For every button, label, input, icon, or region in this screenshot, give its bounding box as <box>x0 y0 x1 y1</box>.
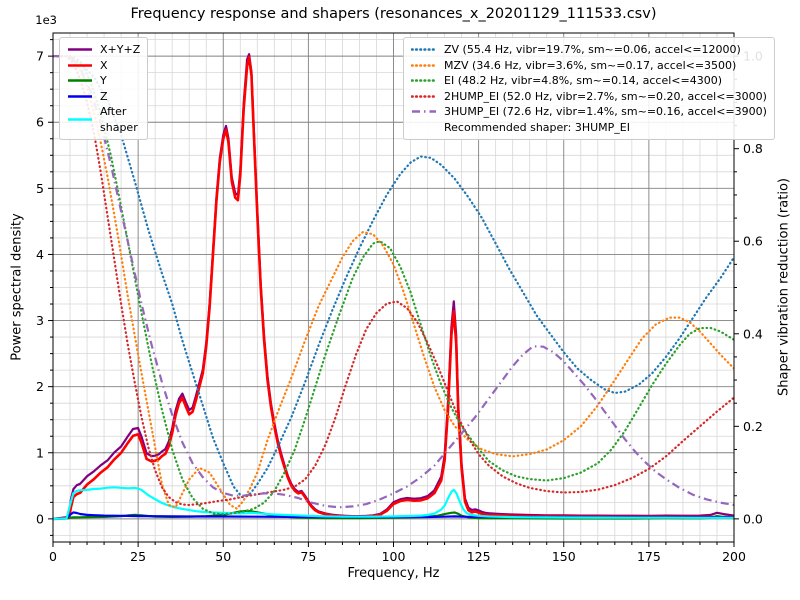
legend-item-2hump_ei: 2HUMP_EI (52.0 Hz, vibr=2.7%, sm~=0.20, … <box>411 89 767 105</box>
series-shaper-2hump_ei <box>53 55 734 507</box>
series-shaper-3hump_ei <box>53 55 734 509</box>
y-axis-label-right: Shaper vibration reduction (ratio) <box>776 178 792 396</box>
axis-tick-labels: 0 25 50 75 100 125 150 175 200 0 1 2 3 4 5 6 7 0.0 0.2 0.4 0… <box>36 49 763 564</box>
legend-item-ei-label: EI (48.2 Hz, vibr=4.8%, sm~=0.14, accel<… <box>444 74 722 87</box>
legend-note-label: Recommended shaper: 3HUMP_EI <box>444 120 630 134</box>
legend-line-swatch-z <box>68 94 92 98</box>
legend-item-x-label: X <box>100 58 108 72</box>
y-axis-label-left: Power spectral density <box>9 213 25 361</box>
legend-item-after-shaper: After shaper <box>67 104 140 135</box>
y-left-tick-label: 4 <box>36 247 44 262</box>
series-shaper-zv <box>53 55 734 499</box>
legend-item-3hump_ei: 3HUMP_EI (72.6 Hz, vibr=1.4%, sm~=0.16, … <box>411 104 767 120</box>
x-tick-label: 200 <box>722 549 746 564</box>
legend-line-swatch-mzv <box>411 63 437 67</box>
y-right-tick-label: 0.0 <box>743 511 763 526</box>
legend-item-x: X <box>67 58 140 74</box>
y-left-tick-label: 6 <box>36 115 44 130</box>
legend-line-swatch-zv <box>411 48 437 52</box>
y-left-tick-label: 5 <box>36 181 44 196</box>
legend-line-swatch-x+y+z <box>68 48 92 52</box>
legend-line-swatch-3hump_ei <box>412 110 436 114</box>
legend-item-after-shaper-label: After shaper <box>100 105 138 134</box>
y-left-tick-label: 3 <box>36 313 44 328</box>
legend-psd: X+Y+Z X Y Z After shaper <box>59 37 149 140</box>
legend-item-3hump_ei-label: 3HUMP_EI (72.6 Hz, vibr=1.4%, sm~=0.16, … <box>444 105 767 118</box>
y-axis-offset-text: 1e3 <box>35 13 57 27</box>
series-psd-after-shaper <box>53 486 734 520</box>
legend-line-swatch-x <box>68 63 92 67</box>
y-right-tick-label: 0.4 <box>743 326 763 341</box>
axis-ticks <box>48 39 739 547</box>
legend-item-2hump_ei-label: 2HUMP_EI (52.0 Hz, vibr=2.7%, sm~=0.20, … <box>444 89 767 103</box>
x-tick-label: 0 <box>49 549 57 564</box>
legend-note: Recommended shaper: 3HUMP_EI <box>411 120 767 136</box>
x-tick-label: 75 <box>300 549 316 564</box>
legend-item-x+y+z: X+Y+Z <box>67 42 140 58</box>
legend-swatch-empty <box>411 122 437 133</box>
series-shaper-ei <box>53 55 734 516</box>
x-axis-label: Frequency, Hz <box>347 566 440 581</box>
x-tick-label: 175 <box>637 549 661 564</box>
legend-item-z: Z <box>67 89 140 105</box>
legend-item-y: Y <box>67 73 140 89</box>
y-left-tick-label: 0 <box>36 511 44 526</box>
y-right-tick-label: 0.6 <box>743 234 763 249</box>
legend-item-zv-label: ZV (55.4 Hz, vibr=19.7%, sm~=0.06, accel… <box>444 43 741 56</box>
legend-item-x+y+z-label: X+Y+Z <box>100 43 141 56</box>
x-tick-label: 150 <box>552 549 576 564</box>
legend-item-ei: EI (48.2 Hz, vibr=4.8%, sm~=0.14, accel<… <box>411 73 767 89</box>
y-left-tick-label: 7 <box>36 49 44 64</box>
series-shaper-mzv <box>53 55 734 510</box>
y-right-tick-label: 0.8 <box>743 141 763 156</box>
legend-shapers: ZV (55.4 Hz, vibr=19.7%, sm~=0.06, accel… <box>403 37 775 140</box>
legend-item-y-label: Y <box>100 74 107 87</box>
x-tick-label: 25 <box>130 549 146 564</box>
chart-title: Frequency response and shapers (resonanc… <box>130 6 657 22</box>
y-left-tick-label: 2 <box>36 379 44 394</box>
legend-item-mzv-label: MZV (34.6 Hz, vibr=3.6%, sm~=0.17, accel… <box>444 58 737 72</box>
y-left-tick-label: 1 <box>36 445 44 460</box>
legend-item-z-label: Z <box>100 89 108 103</box>
legend-line-swatch-ei <box>411 79 437 83</box>
x-tick-label: 100 <box>382 549 406 564</box>
x-tick-label: 125 <box>467 549 491 564</box>
legend-line-swatch-y <box>68 79 92 83</box>
legend-item-zv: ZV (55.4 Hz, vibr=19.7%, sm~=0.06, accel… <box>411 42 767 58</box>
legend-line-swatch-2hump_ei <box>411 94 437 98</box>
legend-line-swatch-after-shaper <box>68 118 92 121</box>
y-right-tick-label: 0.2 <box>743 419 763 434</box>
x-tick-label: 50 <box>215 549 231 564</box>
legend-item-mzv: MZV (34.6 Hz, vibr=3.6%, sm~=0.17, accel… <box>411 58 767 74</box>
